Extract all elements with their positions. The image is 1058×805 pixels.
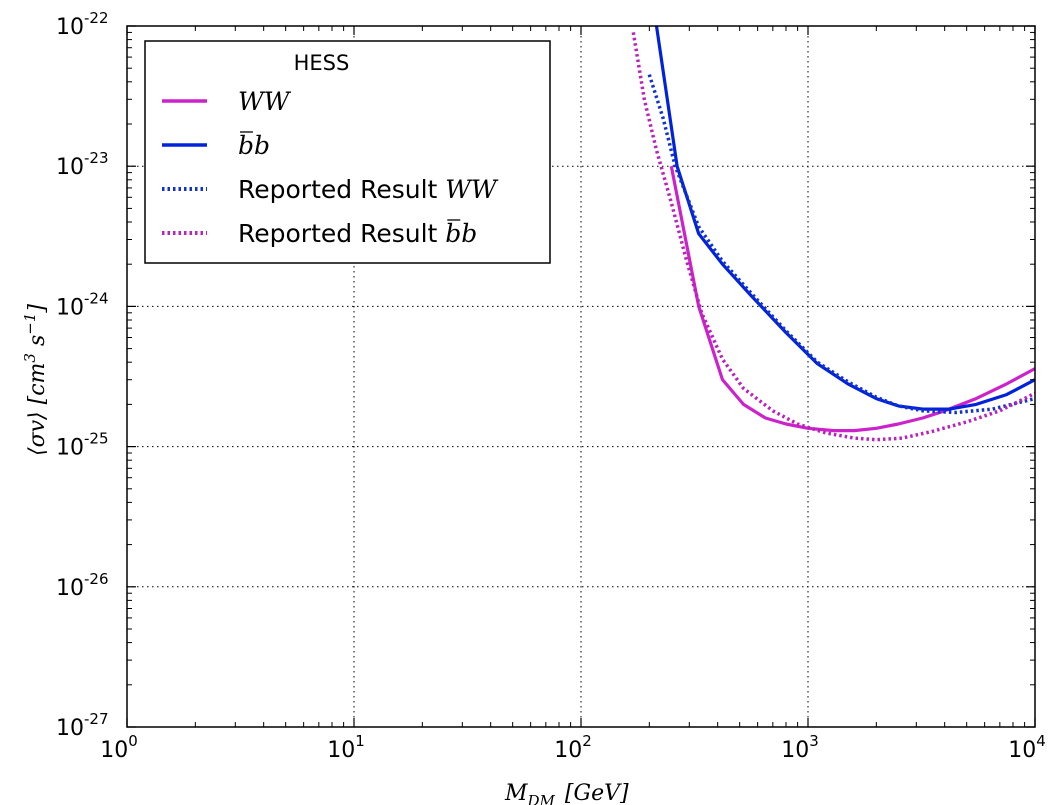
series-ww (669, 165, 1035, 433)
svg-text:⟨σv⟩ [cm3 s−1]: ⟨σv⟩ [cm3 s−1] (21, 304, 50, 456)
svg-text:MDM[GeV]: MDM [GeV] (504, 781, 629, 805)
x-tick-label: 102 (554, 732, 592, 763)
y-tick-label: 10-22 (56, 9, 109, 40)
y-tick-label: 10-23 (56, 149, 109, 180)
y-tick-label: 10-25 (56, 430, 109, 461)
x-tick-label: 104 (1008, 732, 1046, 763)
axis-ticks: 100 101 102 103 104 10-27 10-26 10-25 10-24 10-23… (56, 9, 1046, 763)
series-layer (631, 26, 1035, 442)
series-reported-result-ww (647, 74, 1035, 415)
legend-label: Reported Result WW (238, 175, 499, 204)
legend-title: HESS (294, 51, 350, 75)
legend-label: bb (238, 131, 270, 160)
y-axis-label: ⟨σv⟩ [cm3 s−1] (21, 304, 50, 456)
y-tick-label: 10-24 (56, 289, 109, 320)
legend-label: Reported Result bb (238, 219, 477, 248)
legend-label: WW (238, 87, 292, 116)
y-tick-label: 10-26 (56, 570, 109, 601)
legend-box (144, 40, 551, 264)
x-axis-label: MDM [GeV] (504, 781, 629, 805)
x-tick-label: 101 (327, 732, 365, 763)
series-reported-result-bb (631, 32, 1035, 442)
x-tick-label: 103 (781, 732, 819, 763)
x-tick-label: 100 (100, 732, 138, 763)
y-tick-label: 10-27 (56, 710, 109, 741)
